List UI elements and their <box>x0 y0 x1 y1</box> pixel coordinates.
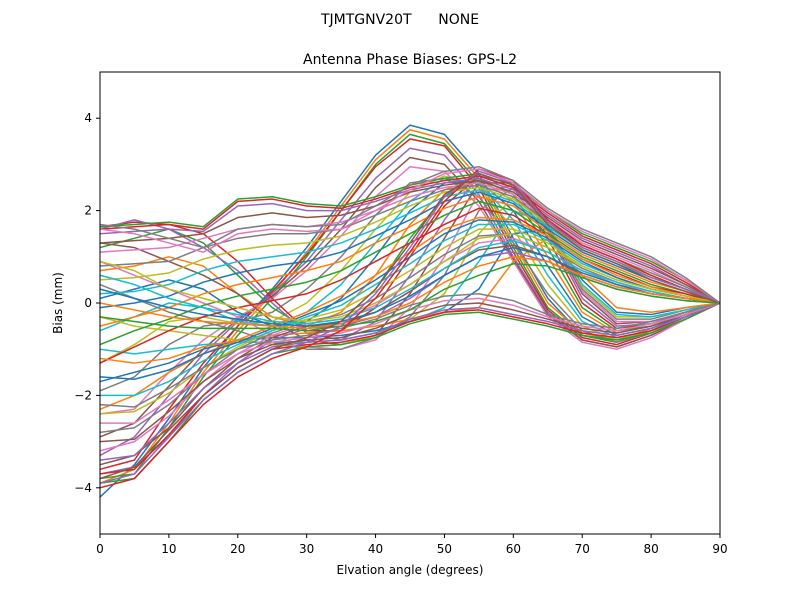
series-line <box>99 262 721 332</box>
y-axis-label: Bias (mm) <box>51 272 65 334</box>
chart-title: Antenna Phase Biases: GPS-L2 <box>303 52 517 68</box>
series-line <box>99 168 721 489</box>
series-line <box>99 302 721 443</box>
series-line <box>99 170 721 484</box>
series-line <box>99 232 721 323</box>
series-line <box>99 184 721 350</box>
x-tick-label: 80 <box>643 542 658 556</box>
y-tick-label: −4 <box>74 481 92 495</box>
series-line <box>99 179 721 304</box>
y-tick-label: −2 <box>74 388 92 402</box>
x-tick-label: 0 <box>96 542 104 556</box>
x-tick-label: 20 <box>230 542 245 556</box>
x-tick-label: 30 <box>299 542 314 556</box>
series-line <box>99 175 721 304</box>
x-tick-label: 90 <box>712 542 727 556</box>
series-line <box>99 302 721 461</box>
x-tick-label: 60 <box>506 542 521 556</box>
series-line <box>99 195 721 327</box>
series-line <box>99 138 721 471</box>
y-tick-label: 2 <box>84 204 92 218</box>
x-axis-label: Elvation angle (degrees) <box>337 563 484 577</box>
series-line <box>99 219 721 380</box>
y-axis-ticks: −4 −2 0 2 4 <box>74 111 100 495</box>
y-tick-label: 4 <box>84 111 92 125</box>
series-line <box>99 200 721 346</box>
x-tick-label: 70 <box>575 542 590 556</box>
figure-suptitle: TJMTGNV20T NONE <box>320 12 479 28</box>
x-tick-label: 50 <box>437 542 452 556</box>
series-line <box>99 182 721 304</box>
series-line <box>99 256 721 330</box>
series-line <box>99 165 721 415</box>
x-axis-ticks: 0 10 20 30 40 50 60 70 80 90 <box>96 534 728 556</box>
series-line <box>99 239 721 325</box>
series-lines <box>99 124 721 498</box>
x-tick-label: 40 <box>368 542 383 556</box>
series-line <box>99 168 721 304</box>
y-tick-label: 0 <box>84 296 92 310</box>
series-line <box>99 246 721 327</box>
series-line <box>99 172 721 480</box>
series-line <box>99 177 721 392</box>
series-line <box>99 191 721 309</box>
series-line <box>99 165 721 304</box>
x-tick-label: 10 <box>161 542 176 556</box>
series-line <box>99 182 721 346</box>
series-line <box>99 293 721 408</box>
